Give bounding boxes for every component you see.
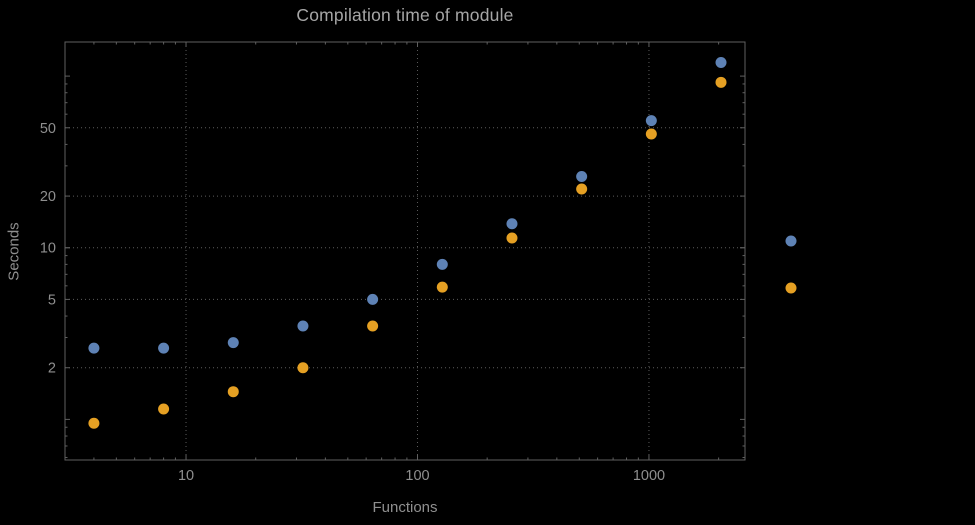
data-point-series-2 — [158, 403, 170, 415]
data-point-series-2 — [576, 183, 588, 195]
data-point-series-1 — [576, 171, 588, 183]
y-tick-label-5: 5 — [48, 292, 56, 308]
data-point-series-1 — [645, 115, 657, 127]
y-tick-label-50: 50 — [40, 121, 56, 137]
y-tick-label-20: 20 — [40, 189, 56, 205]
chart-title: Compilation time of module — [296, 5, 514, 25]
x-tick-label-10: 10 — [178, 468, 194, 484]
data-point-series-1 — [297, 320, 309, 332]
data-point-series-1 — [158, 342, 170, 354]
legend-marker-series-2 — [785, 282, 797, 294]
data-point-series-1 — [715, 57, 727, 69]
data-point-series-2 — [297, 362, 309, 374]
data-point-series-2 — [227, 386, 239, 398]
x-axis-label: Functions — [372, 499, 438, 516]
y-tick-label-10: 10 — [40, 241, 56, 257]
data-point-series-1 — [506, 218, 518, 230]
data-point-series-1 — [227, 337, 239, 349]
data-point-series-1 — [367, 293, 379, 305]
data-point-series-2 — [88, 417, 100, 429]
data-point-series-1 — [88, 342, 100, 354]
data-point-series-2 — [645, 128, 657, 140]
legend-marker-series-1 — [785, 235, 797, 247]
data-point-series-1 — [436, 258, 448, 270]
data-point-series-2 — [367, 320, 379, 332]
y-tick-label-2: 2 — [48, 361, 56, 377]
data-point-series-2 — [436, 281, 448, 293]
x-tick-label-1000: 1000 — [633, 468, 665, 484]
data-point-series-2 — [506, 232, 518, 244]
x-tick-label-100: 100 — [405, 468, 429, 484]
data-point-series-2 — [715, 76, 727, 88]
plot-frame — [64, 41, 746, 461]
